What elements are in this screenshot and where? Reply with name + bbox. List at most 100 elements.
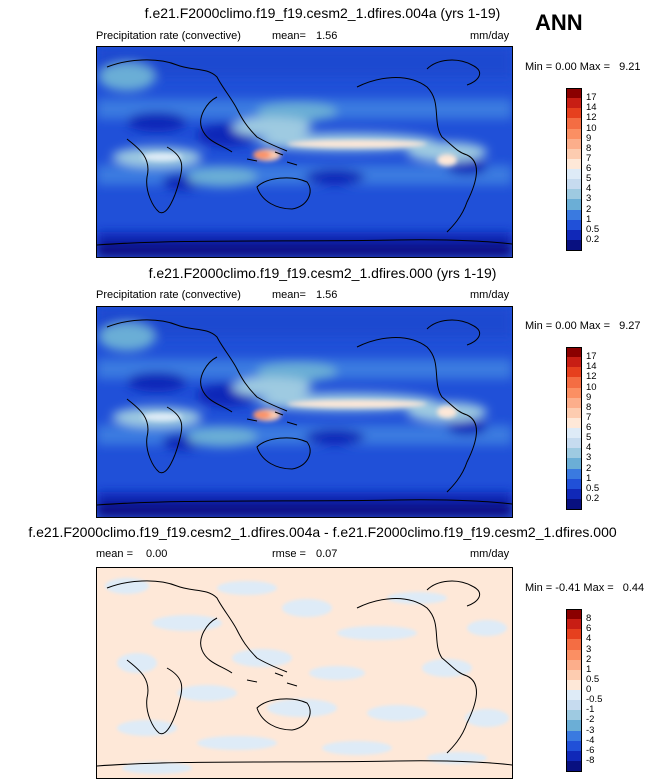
colorbar-swatch	[566, 679, 582, 691]
colorbar-swatch	[566, 128, 582, 140]
colorbar-swatch	[566, 209, 582, 221]
panel-3-mean-value: 0.00	[146, 548, 168, 560]
colorbar-tick-label: 0.5	[586, 673, 600, 685]
panel-2-max-value: 9.27	[619, 320, 641, 332]
panel-3-mean-label: mean =	[96, 548, 133, 560]
colorbar-swatch	[566, 448, 582, 459]
colorbar-tick-label: 1	[586, 663, 592, 675]
panel-3-units: mm/day	[470, 548, 510, 560]
colorbar-tick-label: 6	[586, 623, 592, 635]
colorbar-swatch	[566, 609, 582, 620]
colorbar-swatch	[566, 730, 582, 742]
colorbar-swatch	[566, 740, 582, 752]
colorbar-swatch	[566, 458, 582, 469]
colorbar-tick-label: 4	[586, 442, 592, 454]
colorbar-swatch	[566, 138, 582, 150]
panel-1-units: mm/day	[470, 30, 510, 42]
colorbar-tick-label: 3	[586, 643, 592, 655]
panel-3-min-value: -0.41	[555, 582, 581, 594]
colorbar-swatch	[566, 488, 582, 500]
colorbar-tick-label: 6	[586, 422, 592, 433]
season-label: ANN	[535, 10, 583, 35]
colorbar-tick-label: 3	[586, 452, 592, 464]
colorbar-swatch	[566, 239, 582, 251]
colorbar-tick-label: -4	[586, 734, 595, 746]
colorbar-tick-label: 5	[586, 432, 592, 444]
colorbar-swatch	[566, 229, 582, 241]
panel-2-minmax: Min = 0.00 Max = 9.27	[525, 320, 641, 332]
colorbar-tick-label: 1	[586, 213, 592, 225]
panel-1-mean-label: mean=	[272, 30, 306, 42]
colorbar-tick-label: 0.2	[586, 233, 600, 245]
colorbar-swatch	[566, 720, 582, 731]
colorbar-swatch	[566, 199, 582, 210]
colorbar-tick-label: 0.5	[586, 223, 600, 235]
colorbar-tick-label: 3	[586, 193, 592, 205]
colorbar-tick-label: -3	[586, 724, 595, 736]
panel-1-map	[96, 46, 513, 258]
panel-1-variable: Precipitation rate (convective)	[96, 30, 241, 42]
colorbar-swatch	[566, 639, 582, 650]
panel-1-minmax: Min = 0.00 Max = 9.21	[525, 61, 641, 73]
panel-1-map-graphic	[97, 47, 512, 257]
panel-1-max-label: Max =	[579, 61, 611, 73]
colorbar-tick-label: 0.5	[586, 482, 600, 494]
colorbar-tick-label: 10	[586, 381, 597, 393]
colorbar-tick-label: 9	[586, 132, 592, 144]
colorbar-swatch	[566, 478, 582, 490]
panel-3-colorbar: 8 6 4 3 2 1 0.5 0 -0.5 -1 -2 -3 -4 -6 -8	[566, 609, 602, 772]
colorbar-tick-label: -2	[586, 714, 595, 726]
colorbar-swatch	[566, 108, 582, 119]
colorbar-tick-label: 5	[586, 173, 592, 185]
colorbar-swatch	[566, 189, 582, 200]
panel-2-map	[96, 306, 513, 518]
colorbar-swatch	[566, 649, 582, 661]
colorbar-tick-label: 10	[586, 122, 597, 134]
colorbar-swatch	[566, 377, 582, 388]
colorbar-tick-label: 4	[586, 183, 592, 195]
colorbar-tick-label: -6	[586, 744, 595, 756]
panel-2-colorbar: 17 14 12 10 9 8 7 6 5 4 3 2 1 0.5 0.2	[566, 347, 599, 510]
panel-3-rmse-value: 0.07	[316, 548, 338, 560]
colorbar-swatch	[566, 158, 582, 170]
colorbar-swatch	[566, 169, 582, 180]
panel-1-min-value: 0.00	[555, 61, 577, 73]
colorbar-tick-label: 12	[586, 112, 597, 124]
colorbar-swatch	[566, 629, 582, 640]
colorbar-swatch	[566, 690, 582, 701]
panel-2-map-graphic	[97, 307, 512, 517]
colorbar-tick-label: 0.2	[586, 492, 600, 504]
colorbar-swatch	[566, 179, 582, 190]
colorbar-swatch	[566, 148, 582, 160]
colorbar-tick-label: -1	[586, 704, 595, 716]
colorbar-swatch	[566, 88, 582, 99]
colorbar-tick-label: 8	[586, 401, 592, 413]
colorbar-tick-label: 7	[586, 152, 592, 164]
colorbar-swatch	[566, 710, 582, 721]
colorbar-tick-label: 1	[586, 472, 592, 484]
colorbar-swatch	[566, 417, 582, 429]
colorbar-swatch	[566, 468, 582, 480]
colorbar-swatch	[566, 760, 582, 772]
panel-2-title: f.e21.F2000climo.f19_f19.cesm2_1.dfires.…	[148, 265, 497, 281]
colorbar-swatch	[566, 367, 582, 378]
colorbar-tick-label: -8	[586, 754, 595, 766]
panel-2-mean-label: mean=	[272, 289, 306, 301]
panel-3-max-label: Max =	[583, 582, 614, 594]
colorbar-tick-label: 8	[586, 613, 592, 625]
panel-3-title: f.e21.F2000climo.f19_f19.cesm2_1.dfires.…	[28, 524, 617, 540]
colorbar-tick-label: 2	[586, 203, 592, 215]
colorbar-tick-label: 2	[586, 653, 592, 665]
panel-2-max-label: Max =	[579, 320, 611, 332]
panel-3-rmse-label: rmse =	[272, 548, 306, 560]
panel-3-map-graphic	[97, 568, 512, 778]
panel-3-map	[96, 567, 513, 779]
colorbar-tick-label: 2	[586, 462, 592, 474]
colorbar-swatch	[566, 118, 582, 129]
colorbar-tick-label: 14	[586, 102, 597, 114]
panel-2-variable: Precipitation rate (convective)	[96, 289, 241, 301]
colorbar-tick-label: 6	[586, 163, 592, 174]
panel-1-colorbar: 17 14 12 10 9 8 7 6 5 4 3 2 1 0.5 0.2	[566, 88, 599, 251]
colorbar-swatch	[566, 428, 582, 439]
colorbar-swatch	[566, 397, 582, 409]
